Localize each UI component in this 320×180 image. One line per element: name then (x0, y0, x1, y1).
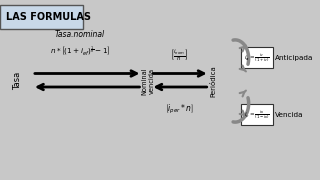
Text: $i_v=\frac{i_a}{(1-i_a)}$: $i_v=\frac{i_a}{(1-i_a)}$ (244, 108, 269, 121)
Text: Nominal
vencida: Nominal vencida (141, 67, 154, 95)
Text: Periódica: Periódica (211, 65, 217, 97)
Text: Anticipada: Anticipada (275, 55, 313, 61)
Text: Tasa: Tasa (13, 72, 22, 90)
Text: LAS FORMULAS: LAS FORMULAS (6, 12, 92, 21)
Text: $\left[\frac{i_{nom}}{n}\right]$: $\left[\frac{i_{nom}}{n}\right]$ (170, 48, 188, 63)
Text: $i_a=\frac{i_v}{(1+i_v)}$: $i_a=\frac{i_v}{(1+i_v)}$ (244, 51, 269, 64)
Text: Tasa.nominal: Tasa.nominal (55, 30, 105, 39)
FancyBboxPatch shape (0, 4, 83, 28)
Text: Vencida: Vencida (275, 112, 303, 118)
FancyBboxPatch shape (241, 104, 273, 125)
Text: $n*\left[(1+i_{ef})^{\frac{1}{n}}-1\right]$: $n*\left[(1+i_{ef})^{\frac{1}{n}}-1\righ… (50, 44, 110, 58)
Text: $\left[i_{per}*n\right]$: $\left[i_{per}*n\right]$ (165, 103, 194, 116)
FancyBboxPatch shape (241, 47, 273, 68)
